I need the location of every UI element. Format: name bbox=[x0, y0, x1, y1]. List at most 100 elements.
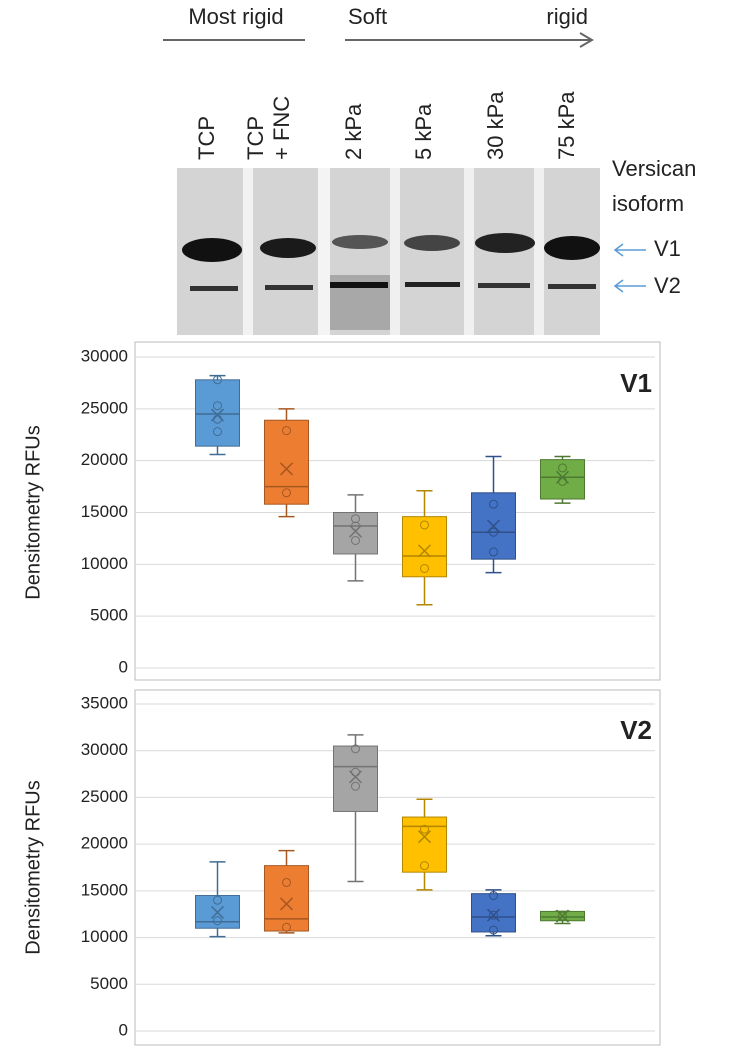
mean-marker bbox=[486, 908, 501, 922]
y-tick-label: 15000 bbox=[81, 502, 128, 521]
y-axis-title: Densitometry RFUs bbox=[22, 425, 44, 599]
plot-frame bbox=[134, 341, 661, 681]
lane-label: 5 kPa bbox=[411, 103, 436, 160]
data-point bbox=[213, 375, 222, 385]
mean-marker bbox=[555, 909, 570, 923]
y-axis-title: Densitometry RFUs bbox=[22, 780, 44, 954]
y-tick-label: 30000 bbox=[81, 346, 128, 365]
lane-label: TCP bbox=[194, 116, 219, 160]
header-right: rigid bbox=[546, 4, 588, 29]
data-point bbox=[489, 499, 498, 509]
y-tick-label: 0 bbox=[119, 657, 128, 676]
data-point bbox=[558, 911, 567, 921]
y-tick-label: 30000 bbox=[81, 740, 128, 759]
whisker-high bbox=[416, 489, 433, 517]
box bbox=[264, 419, 309, 505]
data-point bbox=[351, 744, 360, 754]
whisker-high bbox=[278, 408, 295, 421]
data-point bbox=[282, 877, 291, 887]
data-point bbox=[489, 547, 498, 557]
header-soft: Soft bbox=[348, 4, 387, 29]
box bbox=[402, 516, 447, 578]
y-tick-label: 10000 bbox=[81, 927, 128, 946]
mean-marker bbox=[210, 408, 225, 422]
y-tick-label: 35000 bbox=[81, 693, 128, 712]
mean-marker bbox=[417, 544, 432, 558]
mean-marker bbox=[348, 770, 363, 784]
data-point bbox=[420, 861, 429, 871]
mean-marker bbox=[279, 897, 294, 911]
data-point bbox=[282, 426, 291, 436]
mean-marker bbox=[348, 524, 363, 538]
data-point bbox=[420, 824, 429, 834]
data-point bbox=[351, 535, 360, 545]
whisker-high bbox=[347, 494, 364, 513]
data-point bbox=[213, 427, 222, 437]
charts: 0 5000 10000 15000 20000 25000 30000 Densitomet… bbox=[22, 341, 661, 1046]
chart-label: V1 bbox=[620, 368, 652, 398]
whisker-low bbox=[347, 553, 364, 582]
whisker-low bbox=[485, 559, 502, 574]
box-chart: 0 5000 10000 15000 20000 25000 30000 Densitomet… bbox=[22, 341, 661, 681]
y-tick-label: 15000 bbox=[81, 880, 128, 899]
lane-label: 30 kPa bbox=[483, 91, 508, 160]
data-point bbox=[420, 563, 429, 573]
box bbox=[333, 512, 378, 555]
whisker-low bbox=[209, 928, 226, 938]
box bbox=[540, 459, 585, 500]
data-point bbox=[351, 781, 360, 791]
mean-marker bbox=[417, 830, 432, 844]
lane-label: 2 kPa bbox=[341, 103, 366, 160]
whisker-low bbox=[416, 872, 433, 891]
data-point bbox=[213, 401, 222, 411]
box bbox=[333, 745, 378, 812]
data-point bbox=[213, 916, 222, 926]
lane-label: TCP bbox=[243, 116, 268, 160]
data-point bbox=[489, 925, 498, 935]
whisker-low bbox=[278, 504, 295, 518]
data-point bbox=[351, 514, 360, 524]
whisker-high bbox=[485, 455, 502, 493]
data-point bbox=[489, 891, 498, 901]
data-point bbox=[351, 521, 360, 531]
plot-frame bbox=[134, 689, 661, 1046]
box bbox=[471, 893, 516, 933]
data-point bbox=[282, 488, 291, 498]
data-point bbox=[489, 527, 498, 537]
box bbox=[264, 865, 309, 932]
y-tick-label: 20000 bbox=[81, 834, 128, 853]
box bbox=[195, 379, 240, 447]
blot-image bbox=[177, 168, 600, 335]
data-point bbox=[558, 463, 567, 473]
mean-marker bbox=[555, 470, 570, 484]
isoform-label: Versican bbox=[612, 156, 696, 181]
y-tick-label: 25000 bbox=[81, 787, 128, 806]
box-chart: 0 5000 10000 15000 20000 25000 30000 35000 Densi… bbox=[22, 689, 661, 1046]
whisker-low bbox=[416, 576, 433, 606]
header-left: Most rigid bbox=[188, 4, 283, 29]
mean-marker bbox=[486, 519, 501, 533]
y-tick-label: 20000 bbox=[81, 450, 128, 469]
whisker-high bbox=[347, 734, 364, 747]
data-point bbox=[420, 520, 429, 530]
y-tick-label: 5000 bbox=[90, 974, 128, 993]
data-point bbox=[213, 895, 222, 905]
y-tick-label: 25000 bbox=[81, 398, 128, 417]
whisker-high bbox=[278, 849, 295, 866]
whisker-high bbox=[209, 861, 226, 896]
chart-label: V2 bbox=[620, 715, 652, 745]
whisker-high bbox=[554, 455, 571, 460]
lane-label: 75 kPa bbox=[554, 91, 579, 160]
header-arrow bbox=[345, 32, 594, 48]
y-tick-label: 10000 bbox=[81, 554, 128, 573]
whisker-low bbox=[209, 446, 226, 456]
y-tick-label: 0 bbox=[119, 1020, 128, 1039]
isoform-label: isoform bbox=[612, 191, 684, 216]
whisker-low bbox=[347, 811, 364, 883]
data-point bbox=[489, 910, 498, 920]
mean-marker bbox=[210, 905, 225, 919]
whisker-low bbox=[554, 499, 571, 504]
band-label: V2 bbox=[654, 273, 681, 298]
y-tick-label: 5000 bbox=[90, 606, 128, 625]
